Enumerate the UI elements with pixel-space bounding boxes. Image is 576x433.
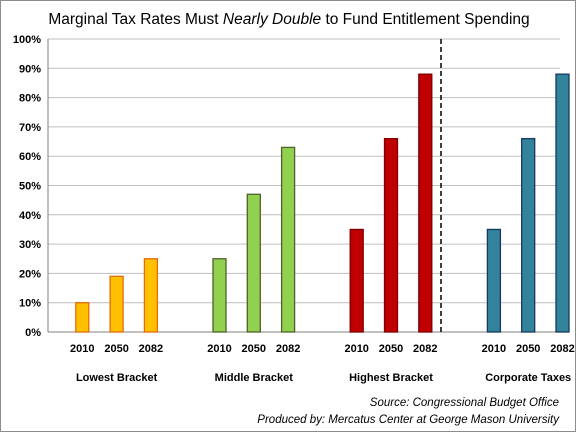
y-tick-label: 70% — [19, 122, 41, 134]
bar-highest-bracket-2050 — [383, 137, 399, 333]
chart-title-prefix: Marginal Tax Rates Must — [48, 11, 223, 28]
x-tick-label: 2082 — [276, 343, 300, 355]
y-tick-label: 50% — [19, 181, 41, 193]
bar-middle-bracket-2082 — [280, 146, 296, 333]
y-tick-label: 20% — [19, 268, 41, 280]
x-tick-label: 2010 — [70, 343, 94, 355]
x-tick-label: 2010 — [482, 343, 506, 355]
chart-title: Marginal Tax Rates Must Nearly Double to… — [48, 11, 529, 28]
x-tick-label: 2082 — [413, 343, 437, 355]
group-label: Corporate Taxes — [485, 372, 571, 384]
bar-lowest-bracket-2010 — [75, 302, 90, 333]
y-tick-label: 60% — [19, 151, 41, 163]
chart-title-suffix: to Fund Entitlement Spending — [321, 11, 530, 28]
bar-corporate-taxes-2082 — [555, 73, 570, 333]
group-label: Middle Bracket — [215, 372, 294, 384]
y-tick-label: 30% — [19, 239, 41, 251]
x-tick-label: 2010 — [344, 343, 368, 355]
chart-title-emphasis: Nearly Double — [223, 11, 322, 28]
bar-highest-bracket-2010 — [349, 228, 364, 333]
group-label: Lowest Bracket — [76, 372, 158, 384]
group-label: Highest Bracket — [349, 372, 433, 384]
bar-lowest-bracket-2082 — [143, 258, 159, 333]
y-tick-label: 80% — [19, 93, 41, 105]
x-tick-label: 2082 — [550, 343, 574, 355]
source-note: Source: Congressional Budget Office — [370, 397, 559, 409]
producer-note: Produced by: Mercatus Center at George M… — [257, 414, 560, 426]
y-tick-label: 0% — [25, 327, 41, 339]
bar-middle-bracket-2050 — [246, 193, 261, 333]
x-tick-label: 2050 — [379, 343, 403, 355]
x-tick-label: 2050 — [516, 343, 540, 355]
y-tick-label: 100% — [13, 34, 41, 46]
bar-corporate-taxes-2050 — [521, 137, 536, 333]
y-tick-label: 10% — [19, 298, 41, 310]
plot-area: 0% 10% 20% 30% 40% 50% 60% 70% 80% 90% 100% 2010 205… — [13, 34, 575, 384]
bar-lowest-bracket-2050 — [109, 275, 124, 333]
y-tick-label: 40% — [19, 210, 41, 222]
y-tick-label: 90% — [19, 63, 41, 75]
x-tick-label: 2082 — [139, 343, 163, 355]
x-tick-label: 2050 — [242, 343, 266, 355]
x-tick-label: 2010 — [207, 343, 231, 355]
bar-corporate-taxes-2010 — [486, 228, 502, 333]
bar-highest-bracket-2082 — [418, 73, 433, 333]
bar-middle-bracket-2010 — [212, 258, 227, 333]
x-tick-label: 2050 — [104, 343, 128, 355]
